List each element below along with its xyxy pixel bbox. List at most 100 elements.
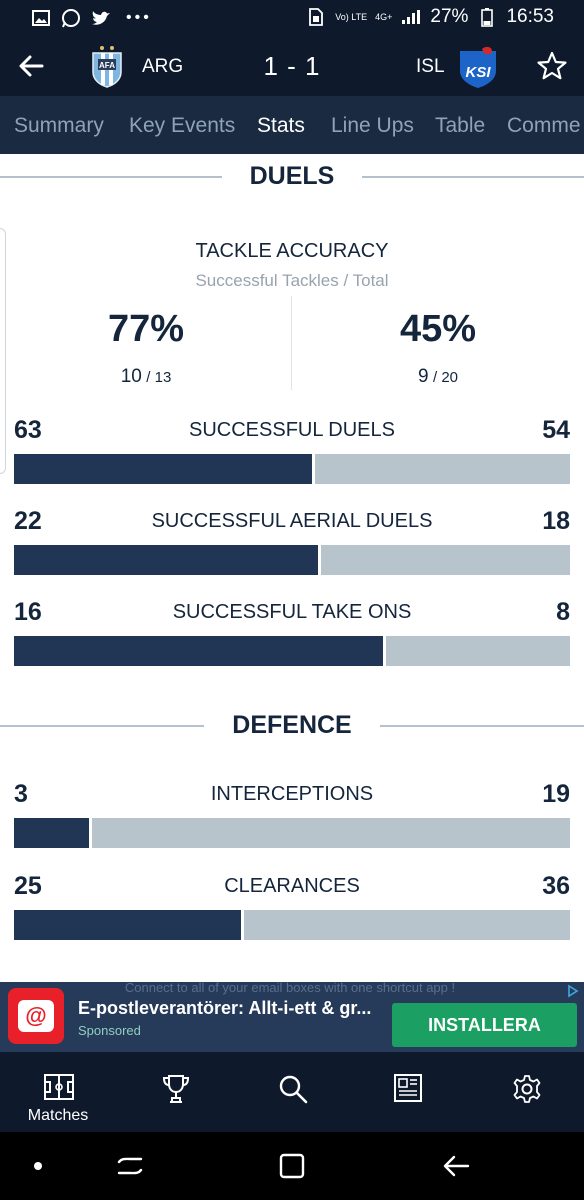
tab-table[interactable]: Table: [435, 114, 486, 137]
away-tackle-percent: 45%: [399, 308, 477, 350]
home-value: 3: [14, 780, 28, 808]
back-button-icon[interactable]: [438, 1148, 474, 1184]
section-title: DUELS: [249, 162, 335, 190]
battery-percent: 27%: [430, 6, 469, 27]
divider-line: [0, 176, 222, 178]
away-tackles-total: / 20: [433, 369, 459, 386]
recent-apps-icon[interactable]: [112, 1148, 148, 1184]
ad-choices-icon[interactable]: [566, 984, 580, 998]
home-tackle-percent: 77%: [107, 308, 185, 350]
whatsapp-icon: [60, 7, 82, 29]
home-tackle-fraction: 10 / 13: [46, 366, 246, 388]
away-bar-fill: [386, 636, 570, 666]
home-value: 25: [14, 872, 42, 900]
more-dots-icon: •••: [126, 9, 152, 26]
home-value: 22: [14, 507, 42, 535]
home-bar-fill: [14, 636, 383, 666]
comparison-bar: [14, 818, 570, 848]
volte-indicator: Vo) LTE: [335, 11, 368, 22]
favorite-star-icon[interactable]: [536, 50, 568, 82]
stat-label: SUCCESSFUL AERIAL DUELS: [151, 510, 433, 532]
home-bar-fill: [14, 545, 318, 575]
ad-background-text: Connect to all of your email boxes with …: [124, 982, 456, 995]
stat-row-clearances: 25 CLEARANCES 36: [14, 872, 570, 952]
nav-dot-icon[interactable]: [20, 1148, 56, 1184]
nav-news[interactable]: [358, 1052, 458, 1132]
at-sign-icon: @: [18, 1000, 54, 1032]
home-bar-fill: [14, 818, 89, 848]
home-value: 63: [14, 416, 42, 444]
away-value: 54: [542, 416, 570, 444]
svg-text:AFA: AFA: [99, 61, 115, 70]
away-bar-fill: [244, 910, 570, 940]
signal-icon: [400, 6, 422, 28]
away-tackle-fraction: 9 / 20: [338, 366, 538, 388]
tab-key-events[interactable]: Key Events: [129, 114, 236, 137]
ad-title[interactable]: E-postleverantörer: Allt-i-ett & gr...: [78, 998, 372, 1018]
home-tackles-made: 10: [120, 366, 142, 387]
comparison-bar: [14, 636, 570, 666]
tab-line-ups[interactable]: Line Ups: [331, 114, 414, 137]
home-button-icon[interactable]: [274, 1148, 310, 1184]
gear-icon: [513, 1075, 541, 1103]
away-value: 8: [556, 598, 570, 626]
install-button[interactable]: INSTALLERA: [392, 1003, 577, 1047]
away-tackles-made: 9: [417, 366, 429, 387]
away-bar-fill: [321, 545, 570, 575]
ad-sponsored-label: Sponsored: [78, 1023, 141, 1038]
home-tackles-total: / 13: [146, 369, 172, 386]
divider-line: [380, 725, 584, 727]
home-bar-fill: [14, 910, 241, 940]
comparison-bar: [14, 545, 570, 575]
stat-label: INTERCEPTIONS: [210, 783, 374, 805]
nav-matches-label: Matches: [27, 1107, 89, 1124]
pitch-icon: [44, 1074, 74, 1100]
ad-banner[interactable]: Connect to all of your email boxes with …: [0, 982, 584, 1052]
status-bar: ••• Vo) LTE 4G+ 27% 16:53: [0, 0, 584, 36]
search-icon: [279, 1075, 308, 1104]
tab-commentary[interactable]: Comme: [507, 114, 581, 137]
comparison-bar: [14, 454, 570, 484]
notification-icons: •••: [30, 7, 152, 29]
tackle-accuracy-title: TACKLE ACCURACY: [195, 240, 389, 262]
nav-search[interactable]: [242, 1052, 342, 1132]
tackle-divider: [291, 296, 292, 390]
system-status: Vo) LTE 4G+ 27% 16:53: [305, 6, 554, 28]
battery-icon: [476, 6, 498, 28]
ksi-logo-text: KSI: [465, 64, 491, 81]
home-bar-fill: [14, 454, 312, 484]
nav-competitions[interactable]: [126, 1052, 226, 1132]
match-score: 1 - 1: [263, 51, 321, 81]
comparison-bar: [14, 910, 570, 940]
trophy-icon: [162, 1075, 190, 1103]
divider-line: [0, 725, 204, 727]
news-icon: [394, 1074, 422, 1102]
twitter-icon: [90, 7, 112, 29]
nav-matches[interactable]: Matches: [8, 1052, 108, 1132]
stat-row-successful-aerial-duels: 22 SUCCESSFUL AERIAL DUELS 18: [14, 507, 570, 587]
stat-row-successful-duels: 63 SUCCESSFUL DUELS 54: [14, 416, 570, 496]
nav-settings[interactable]: [476, 1052, 576, 1132]
away-value: 36: [542, 872, 570, 900]
clock: 16:53: [506, 6, 554, 27]
stat-row-interceptions: 3 INTERCEPTIONS 19: [14, 780, 570, 860]
home-value: 16: [14, 598, 42, 626]
back-arrow-icon[interactable]: [16, 50, 48, 82]
system-nav-bar: [0, 1132, 584, 1200]
card-edge: [0, 228, 6, 474]
away-value: 18: [542, 507, 570, 535]
tab-summary[interactable]: Summary: [14, 114, 104, 137]
away-value: 19: [542, 780, 570, 808]
tackle-accuracy-subtitle: Successful Tackles / Total: [195, 271, 389, 290]
sim-icon: [305, 6, 327, 28]
home-team-code: ARG: [142, 56, 184, 77]
email-app-icon[interactable]: @: [8, 988, 64, 1044]
image-icon: [30, 7, 52, 29]
network-type: 4G+: [375, 11, 393, 22]
away-team-code: ISL: [416, 56, 445, 77]
argentina-crest-icon: AFA: [90, 44, 124, 88]
bottom-nav: Matches: [0, 1052, 584, 1132]
stat-row-successful-take-ons: 16 SUCCESSFUL TAKE ONS 8: [14, 598, 570, 678]
away-bar-fill: [92, 818, 570, 848]
tab-stats[interactable]: Stats: [257, 114, 305, 137]
